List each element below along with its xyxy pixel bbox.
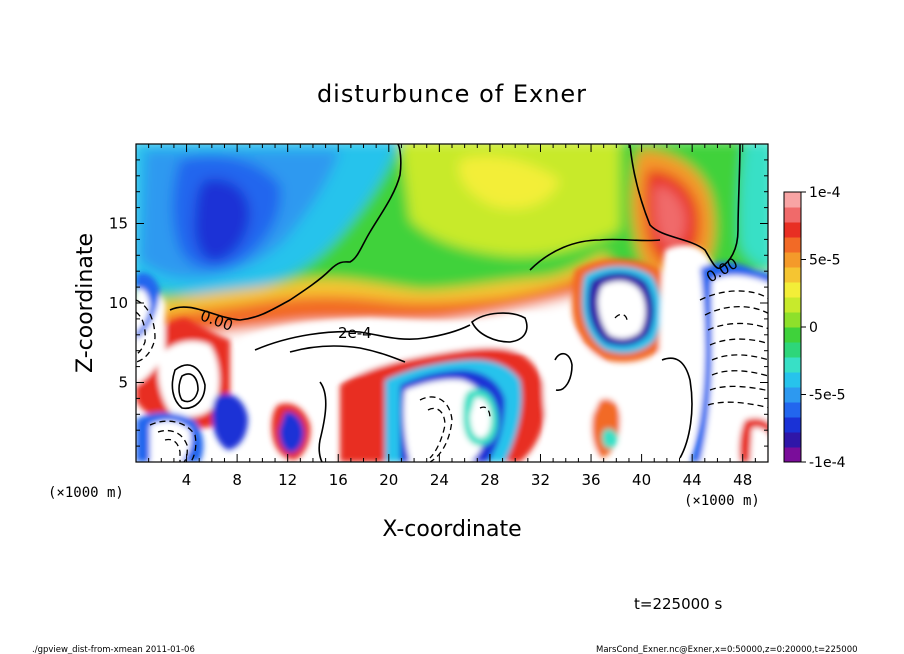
time-label: t=225000 s	[634, 595, 722, 613]
footer-right-note: MarsCond_Exner.nc@Exner,x=0:50000,z=0:20…	[596, 645, 858, 654]
x-axis-title: X-coordinate	[382, 517, 521, 542]
x-tick-label: 16	[329, 471, 348, 489]
colorbar-swatch	[784, 387, 801, 403]
x-tick-label: 40	[632, 471, 651, 489]
chart-title: disturbunce of Exner	[317, 80, 587, 108]
colorbar-swatch	[784, 357, 801, 373]
colorbar-swatch	[784, 372, 801, 388]
x-axis-ticks: 4 8 12 16 20 24 28 32 36 40 44 48	[148, 144, 756, 489]
colorbar-swatch	[784, 342, 801, 358]
x-tick-label: 12	[278, 471, 297, 489]
y-axis-ticks: 5 10 15	[109, 159, 768, 447]
colorbar-swatch	[784, 252, 801, 268]
x-unit-label-right: (×1000 m)	[684, 493, 760, 509]
colorbar	[784, 192, 801, 463]
colorbar-tick-label: 5e-5	[809, 253, 840, 269]
x-tick-label: 48	[733, 471, 752, 489]
colorbar-swatch	[784, 447, 801, 463]
colorbar-swatch	[784, 417, 801, 433]
x-tick-label: 32	[531, 471, 550, 489]
colorbar-ticks: 1e-4 5e-5 0 -5e-5 -1e-4	[801, 185, 846, 471]
colorbar-tick-label: 0	[809, 320, 818, 336]
x-tick-label: 28	[480, 471, 499, 489]
colorbar-tick-label: -1e-4	[809, 455, 846, 471]
y-tick-label: 15	[109, 215, 128, 233]
contour-label: 2e-4	[338, 324, 372, 342]
colorbar-tick-label: 1e-4	[809, 185, 841, 201]
colorbar-swatch	[784, 432, 801, 448]
colorbar-swatch	[784, 267, 801, 283]
y-tick-label: 5	[118, 374, 128, 392]
colorbar-swatch	[784, 192, 801, 208]
x-tick-label: 4	[182, 471, 192, 489]
colorbar-swatch	[784, 222, 801, 238]
colorbar-swatch	[784, 297, 801, 313]
colorbar-swatch	[784, 282, 801, 298]
colorbar-tick-label: -5e-5	[809, 388, 846, 404]
x-tick-label: 24	[430, 471, 449, 489]
colorbar-swatch	[784, 237, 801, 253]
colorbar-swatch	[784, 402, 801, 418]
x-tick-label: 36	[581, 471, 600, 489]
x-tick-label: 44	[683, 471, 702, 489]
plot-field	[136, 144, 768, 462]
y-axis-title: Z-coordinate	[73, 233, 98, 373]
x-tick-label: 8	[232, 471, 242, 489]
colorbar-swatch	[784, 327, 801, 343]
x-unit-label-left: (×1000 m)	[48, 485, 124, 501]
footer-left-note: ./gpview_dist-from-xmean 2011-01-06	[32, 645, 195, 654]
colorbar-swatch	[784, 312, 801, 328]
colorbar-swatch	[784, 207, 801, 223]
y-tick-label: 10	[109, 294, 128, 312]
x-tick-label: 20	[379, 471, 398, 489]
